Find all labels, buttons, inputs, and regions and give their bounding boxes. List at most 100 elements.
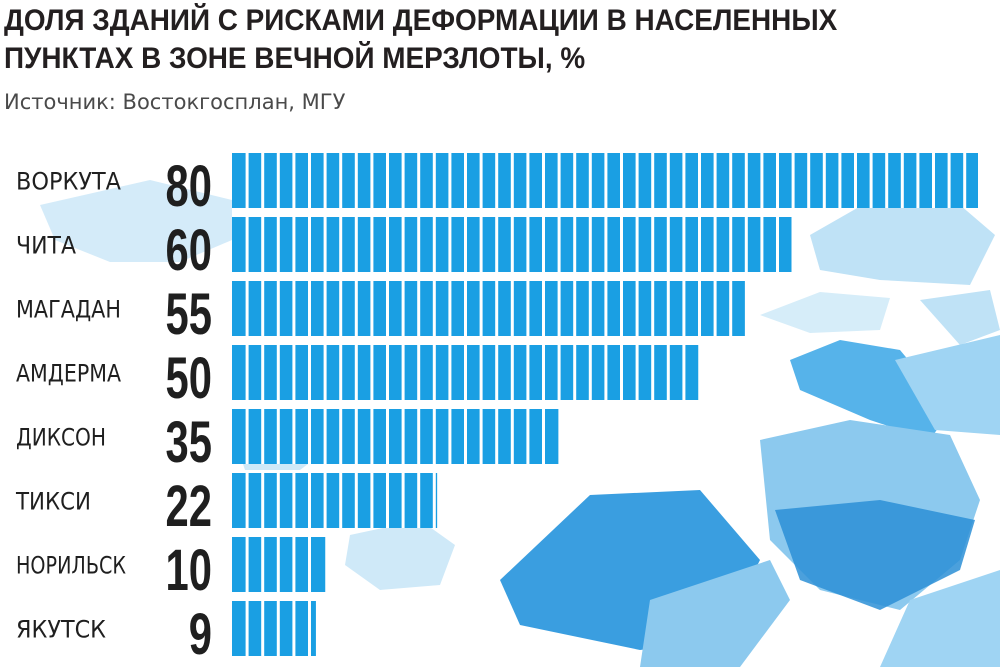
- bar-segment-gap: [542, 409, 545, 464]
- category-label: ДИКСОН: [16, 424, 106, 452]
- bar-segment-gap: [963, 153, 967, 208]
- bar-segment-gap: [744, 153, 748, 208]
- bar-segment-gap: [822, 153, 826, 208]
- bar-segment-gap: [354, 281, 358, 336]
- bar-segment-gap: [386, 281, 389, 336]
- bar-segment-gap: [261, 601, 265, 656]
- chart-title: ДОЛЯ ЗДАНИЙ С РИСКАМИ ДЕФОРМАЦИИ В НАСЕЛ…: [4, 4, 838, 75]
- bar-segment-gap: [448, 409, 452, 464]
- bar-segment-gap: [339, 153, 343, 208]
- category-label: НОРИЛЬСК: [16, 552, 126, 580]
- bar-segment-gap: [620, 153, 623, 208]
- bar-segment-gap: [635, 217, 639, 272]
- bar-segment-gap: [276, 281, 280, 336]
- bar-segment-gap: [838, 153, 842, 208]
- bar-segment-gap: [323, 217, 327, 272]
- bar-segment-gap: [588, 281, 592, 336]
- bar-segment-gap: [261, 409, 265, 464]
- bar-segment-gap: [292, 601, 296, 656]
- bar-segment-gap: [370, 153, 374, 208]
- bar-segment-gap: [557, 217, 561, 272]
- labels-layer: ВОРКУТА 80 ЧИТА 60 МАГАДАН 55 АМДЕРМА 50 ДИКСОН 3…: [15, 153, 212, 666]
- ice-floe: [640, 560, 790, 667]
- bar-segment-gap: [432, 345, 436, 400]
- category-label: ЧИТА: [16, 232, 77, 260]
- bar-segment-gap: [666, 281, 670, 336]
- bar-segment-gap: [776, 153, 779, 208]
- bar-segment-gap: [479, 153, 483, 208]
- bar-segment-gap: [354, 345, 358, 400]
- bar-segment-gap: [339, 409, 343, 464]
- bar-fill: [232, 601, 316, 656]
- bar-segment-gap: [651, 153, 655, 208]
- bar-segment-gap: [370, 473, 374, 528]
- bar-segment-gap: [526, 217, 530, 272]
- bar-segment-gap: [261, 281, 265, 336]
- bar-segment-gap: [308, 281, 311, 336]
- bar: [232, 345, 699, 400]
- bar-segment-gap: [588, 345, 592, 400]
- bar-segment-gap: [261, 345, 265, 400]
- bar-segment-gap: [354, 473, 358, 528]
- bar-segment-gap: [292, 217, 296, 272]
- bar-segment-gap: [479, 409, 483, 464]
- bar-segment-gap: [245, 217, 249, 272]
- bar-segment-gap: [620, 281, 623, 336]
- bar-segment-gap: [526, 281, 530, 336]
- bar-segment-gap: [479, 345, 483, 400]
- bar-segment-gap: [464, 409, 467, 464]
- chart-subtitle: Источник: Востокгосплан, МГУ: [4, 90, 346, 114]
- bar-segment-gap: [510, 153, 514, 208]
- bar-segment-gap: [495, 153, 499, 208]
- bar: [232, 473, 438, 528]
- bar-segment-gap: [323, 473, 327, 528]
- bar-segment-gap: [432, 473, 436, 528]
- bar-segment-gap: [401, 473, 405, 528]
- bar-segment-gap: [791, 153, 795, 208]
- bar-segment-gap: [323, 345, 327, 400]
- bar-segment-gap: [510, 281, 514, 336]
- bar-segment-gap: [744, 217, 748, 272]
- bar-segment-gap: [276, 473, 280, 528]
- bar-fill: [232, 409, 559, 464]
- bar-segment-gap: [276, 153, 280, 208]
- ice-floe: [40, 180, 232, 262]
- bar-segment-gap: [479, 281, 483, 336]
- bar-segment-gap: [261, 473, 265, 528]
- bar-segment-gap: [464, 153, 467, 208]
- bar-segment-gap: [651, 345, 655, 400]
- bar-segment-gap: [573, 153, 577, 208]
- bar-segment-gap: [417, 153, 421, 208]
- bar-segment-gap: [386, 473, 389, 528]
- ice-floe: [920, 290, 1000, 345]
- bar-segment-gap: [620, 217, 623, 272]
- bar-segment-gap: [495, 345, 499, 400]
- bar-segment-gap: [401, 153, 405, 208]
- bar-segment-gap: [245, 153, 249, 208]
- bar-segment-gap: [698, 153, 701, 208]
- value-label: 50: [166, 345, 212, 410]
- bar-segment-gap: [932, 153, 935, 208]
- bar-segment-gap: [557, 281, 561, 336]
- bar-segment-gap: [448, 217, 452, 272]
- bar: [232, 217, 792, 272]
- bar-segment-gap: [292, 409, 296, 464]
- bar-segment-gap: [339, 345, 343, 400]
- bar-segment-gap: [386, 345, 389, 400]
- bar-segment-gap: [245, 537, 249, 592]
- bar: [232, 601, 316, 656]
- bar-segment-gap: [308, 473, 311, 528]
- bar-segment-gap: [401, 409, 405, 464]
- bar-segment-gap: [292, 153, 296, 208]
- bar-segment-gap: [417, 473, 421, 528]
- bar-segment-gap: [448, 281, 452, 336]
- bar-segment-gap: [495, 281, 499, 336]
- bar-segment-gap: [370, 217, 374, 272]
- bar-segment-gap: [510, 217, 514, 272]
- bar-segment-gap: [526, 345, 530, 400]
- bar-segment-gap: [651, 217, 655, 272]
- bar-segment-gap: [292, 473, 296, 528]
- bar-segment-gap: [620, 345, 623, 400]
- bar-segment-gap: [557, 153, 561, 208]
- bar-segment-gap: [729, 217, 733, 272]
